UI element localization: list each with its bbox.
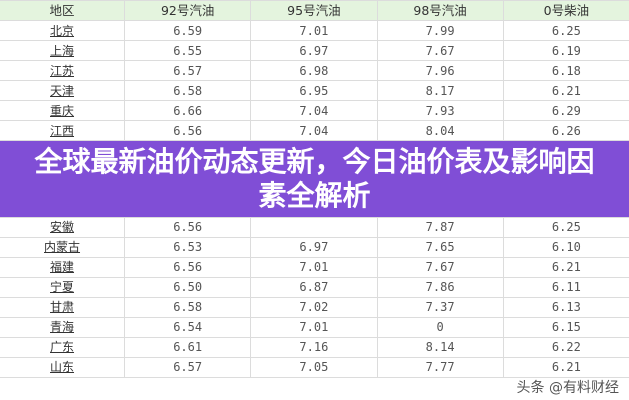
price-cell: 6.95 (250, 80, 378, 101)
price-cell: 7.67 (376, 40, 504, 61)
region-link[interactable]: 内蒙古 (0, 236, 126, 258)
price-cell: 6.29 (502, 100, 629, 121)
price-cell: 6.10 (502, 236, 629, 258)
table-row: 山东 6.57 7.05 7.77 6.21 (0, 356, 629, 378)
price-cell: 8.14 (376, 336, 504, 358)
region-link[interactable]: 上海 (0, 40, 126, 61)
column-header: 地区 (0, 0, 126, 21)
price-cell: 6.59 (124, 20, 252, 41)
table-row: 青海 6.54 7.01 0 6.15 (0, 316, 629, 338)
region-link[interactable]: 甘肃 (0, 296, 126, 318)
table-row: 江苏 6.57 6.98 7.96 6.18 (0, 60, 629, 81)
article-title: 全球最新油价动态更新，今日油价表及影响因素全解析 (34, 144, 595, 212)
price-cell: 7.67 (376, 256, 504, 278)
price-cell: 6.57 (124, 60, 252, 81)
price-cell: 7.01 (250, 20, 378, 41)
region-link[interactable]: 江西 (0, 120, 126, 141)
price-cell: 6.58 (124, 296, 252, 318)
price-cell: 7.86 (376, 276, 504, 298)
price-cell: 6.54 (124, 316, 252, 338)
price-cell: 8.17 (376, 80, 504, 101)
price-cell: 7.05 (250, 356, 378, 378)
table-row: 内蒙古 6.53 6.97 7.65 6.10 (0, 236, 629, 258)
price-cell: 6.18 (502, 60, 629, 81)
region-link[interactable]: 山东 (0, 356, 126, 378)
price-cell: 6.57 (124, 356, 252, 378)
region-link[interactable]: 江苏 (0, 60, 126, 81)
price-cell: 6.53 (124, 236, 252, 258)
price-cell: 6.21 (502, 80, 629, 101)
region-link[interactable]: 宁夏 (0, 276, 126, 298)
price-cell: 6.97 (250, 40, 378, 61)
price-cell: 7.16 (250, 336, 378, 358)
table-row: 上海 6.55 6.97 7.67 6.19 (0, 40, 629, 61)
table-row: 宁夏 6.50 6.87 7.86 6.11 (0, 276, 629, 298)
title-banner: 全球最新油价动态更新，今日油价表及影响因素全解析 (0, 140, 629, 217)
price-cell: 6.21 (502, 256, 629, 278)
table-row: 安徽 6.56 7.87 6.25 (0, 216, 629, 238)
price-cell: 6.55 (124, 40, 252, 61)
price-cell: 7.65 (376, 236, 504, 258)
table-row: 江西 6.56 7.04 8.04 6.26 (0, 120, 629, 141)
region-link[interactable]: 天津 (0, 80, 126, 101)
price-cell: 6.21 (502, 356, 629, 378)
table-row: 重庆 6.66 7.04 7.93 6.29 (0, 100, 629, 121)
price-cell: 6.56 (124, 256, 252, 278)
price-cell: 7.77 (376, 356, 504, 378)
table-row: 福建 6.56 7.01 7.67 6.21 (0, 256, 629, 278)
price-cell: 6.56 (124, 120, 252, 141)
price-cell: 8.04 (376, 120, 504, 141)
price-cell: 7.01 (250, 316, 378, 338)
price-cell: 6.11 (502, 276, 629, 298)
price-cell: 6.58 (124, 80, 252, 101)
region-link[interactable]: 福建 (0, 256, 126, 278)
price-cell: 6.25 (502, 20, 629, 41)
column-header: 98号汽油 (376, 0, 504, 21)
region-link[interactable]: 重庆 (0, 100, 126, 121)
price-cell: 6.26 (502, 120, 629, 141)
price-cell: 6.13 (502, 296, 629, 318)
price-cell: 6.66 (124, 100, 252, 121)
price-cell: 7.99 (376, 20, 504, 41)
price-cell: 7.02 (250, 296, 378, 318)
price-cell: 7.04 (250, 120, 378, 141)
table-row: 天津 6.58 6.95 8.17 6.21 (0, 80, 629, 101)
price-cell: 6.87 (250, 276, 378, 298)
price-cell: 6.15 (502, 316, 629, 338)
title-banner-cell: 全球最新油价动态更新，今日油价表及影响因素全解析 (0, 140, 629, 217)
price-cell: 6.98 (250, 60, 378, 81)
price-cell: 7.01 (250, 256, 378, 278)
price-cell: 7.87 (376, 216, 504, 238)
price-cell: 7.96 (376, 60, 504, 81)
price-cell: 6.22 (502, 336, 629, 358)
price-cell: 6.19 (502, 40, 629, 61)
table-row: 北京 6.59 7.01 7.99 6.25 (0, 20, 629, 41)
price-cell (250, 216, 378, 238)
table-row: 广东 6.61 7.16 8.14 6.22 (0, 336, 629, 358)
column-header: 0号柴油 (502, 0, 629, 21)
region-link[interactable]: 安徽 (0, 216, 126, 238)
price-cell: 6.25 (502, 216, 629, 238)
price-cell: 7.37 (376, 296, 504, 318)
region-link[interactable]: 青海 (0, 316, 126, 338)
table-header: 地区 92号汽油 95号汽油 98号汽油 0号柴油 (0, 0, 629, 21)
price-cell: 7.93 (376, 100, 504, 121)
price-cell: 6.61 (124, 336, 252, 358)
table-row: 甘肃 6.58 7.02 7.37 6.13 (0, 296, 629, 318)
column-header: 92号汽油 (124, 0, 252, 21)
column-header: 95号汽油 (250, 0, 378, 21)
price-cell: 6.56 (124, 216, 252, 238)
oil-price-table: 地区 92号汽油 95号汽油 98号汽油 0号柴油 北京 6.59 7.01 7.99 6.25… (0, 0, 629, 378)
watermark: 头条 @有料财经 (516, 380, 619, 396)
price-cell: 6.50 (124, 276, 252, 298)
region-link[interactable]: 北京 (0, 20, 126, 41)
price-cell: 7.04 (250, 100, 378, 121)
price-cell: 6.97 (250, 236, 378, 258)
price-cell: 0 (376, 316, 504, 338)
region-link[interactable]: 广东 (0, 336, 126, 358)
